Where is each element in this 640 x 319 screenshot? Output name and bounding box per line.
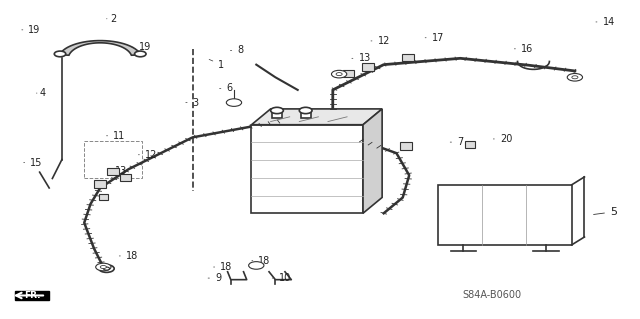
Text: 3: 3 bbox=[186, 98, 199, 108]
Text: 19: 19 bbox=[22, 25, 41, 35]
Text: 4: 4 bbox=[36, 88, 46, 98]
Circle shape bbox=[54, 51, 66, 57]
Text: 14: 14 bbox=[596, 17, 615, 27]
Text: 5: 5 bbox=[593, 207, 617, 217]
Text: 11: 11 bbox=[106, 131, 125, 141]
Circle shape bbox=[332, 70, 347, 78]
Text: 12: 12 bbox=[138, 150, 157, 160]
Bar bbox=[120, 174, 131, 181]
Circle shape bbox=[100, 265, 106, 269]
Text: 13: 13 bbox=[108, 166, 127, 175]
Text: 9: 9 bbox=[208, 273, 221, 283]
Bar bbox=[107, 167, 118, 175]
Bar bbox=[84, 141, 141, 178]
Circle shape bbox=[134, 51, 146, 57]
Polygon shape bbox=[15, 291, 49, 300]
Text: 17: 17 bbox=[425, 33, 444, 43]
Circle shape bbox=[99, 265, 114, 272]
Bar bbox=[402, 54, 413, 61]
Text: 19: 19 bbox=[132, 42, 151, 52]
Bar bbox=[301, 110, 311, 118]
Bar bbox=[400, 142, 412, 150]
Text: 16: 16 bbox=[515, 44, 533, 54]
Bar bbox=[95, 180, 106, 188]
Text: 18: 18 bbox=[119, 251, 138, 261]
Circle shape bbox=[271, 107, 284, 114]
Circle shape bbox=[96, 263, 111, 271]
Polygon shape bbox=[60, 41, 141, 55]
Text: 10: 10 bbox=[272, 273, 291, 283]
Bar bbox=[99, 194, 108, 200]
Bar bbox=[438, 185, 572, 245]
Text: 20: 20 bbox=[493, 134, 512, 144]
Text: 12: 12 bbox=[371, 36, 390, 46]
Text: FR.: FR. bbox=[24, 291, 40, 300]
Bar bbox=[252, 125, 363, 213]
Bar bbox=[465, 141, 474, 148]
Text: 18: 18 bbox=[214, 262, 232, 272]
Bar bbox=[272, 110, 282, 118]
Circle shape bbox=[227, 99, 242, 106]
Text: 7: 7 bbox=[450, 137, 463, 147]
Circle shape bbox=[104, 267, 109, 270]
Circle shape bbox=[248, 262, 264, 269]
Bar bbox=[343, 70, 355, 77]
Bar bbox=[362, 63, 374, 70]
Text: 15: 15 bbox=[24, 158, 43, 168]
Text: 13: 13 bbox=[352, 53, 371, 63]
Text: 2: 2 bbox=[106, 14, 116, 24]
Circle shape bbox=[300, 107, 312, 114]
Polygon shape bbox=[363, 109, 382, 213]
Circle shape bbox=[336, 73, 342, 76]
Circle shape bbox=[572, 76, 578, 79]
Text: 6: 6 bbox=[220, 83, 232, 93]
Polygon shape bbox=[252, 109, 382, 125]
Text: 8: 8 bbox=[230, 45, 243, 56]
Text: 18: 18 bbox=[252, 256, 271, 266]
Text: 1: 1 bbox=[209, 59, 224, 70]
Circle shape bbox=[567, 73, 582, 81]
Text: S84A-B0600: S84A-B0600 bbox=[463, 291, 522, 300]
